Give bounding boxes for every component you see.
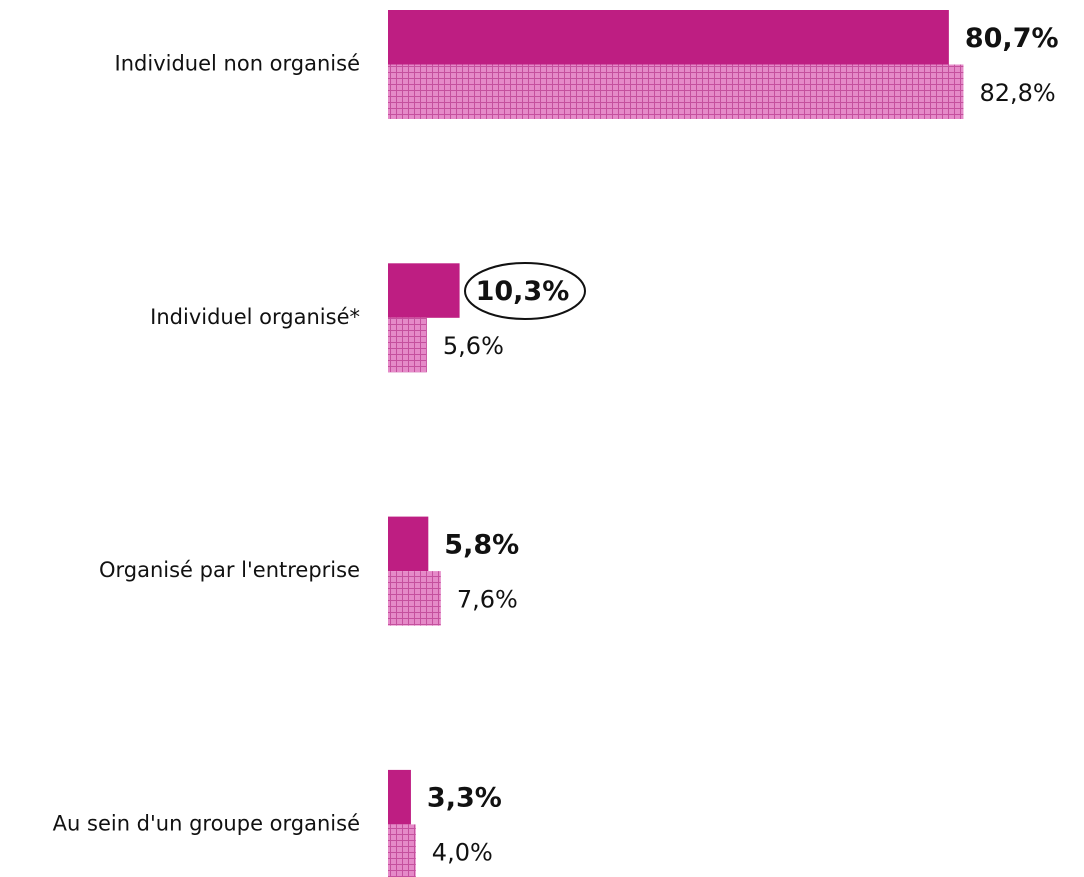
category-label: Individuel organisé*: [150, 305, 360, 329]
value-label: 80,7%: [965, 23, 1059, 54]
value-label: 5,6%: [443, 332, 504, 360]
bar: [388, 263, 460, 318]
bar: [388, 317, 427, 373]
value-label: 5,8%: [444, 529, 519, 560]
bar: [388, 824, 416, 877]
value-label: 10,3%: [476, 276, 570, 307]
highlight-ellipse: [464, 262, 586, 320]
bar: [388, 516, 429, 572]
value-label: 82,8%: [979, 79, 1055, 107]
category-label: Organisé par l'entreprise: [99, 558, 360, 582]
value-label: 3,3%: [427, 783, 502, 814]
value-label: 7,6%: [457, 585, 518, 613]
category-label: Au sein d'un groupe organisé: [53, 811, 360, 835]
category-label: Individuel non organisé: [115, 52, 360, 76]
bar: [388, 64, 964, 119]
value-label: 4,0%: [432, 839, 493, 867]
bar: [388, 10, 949, 65]
bar: [388, 769, 411, 825]
bar: [388, 571, 441, 626]
